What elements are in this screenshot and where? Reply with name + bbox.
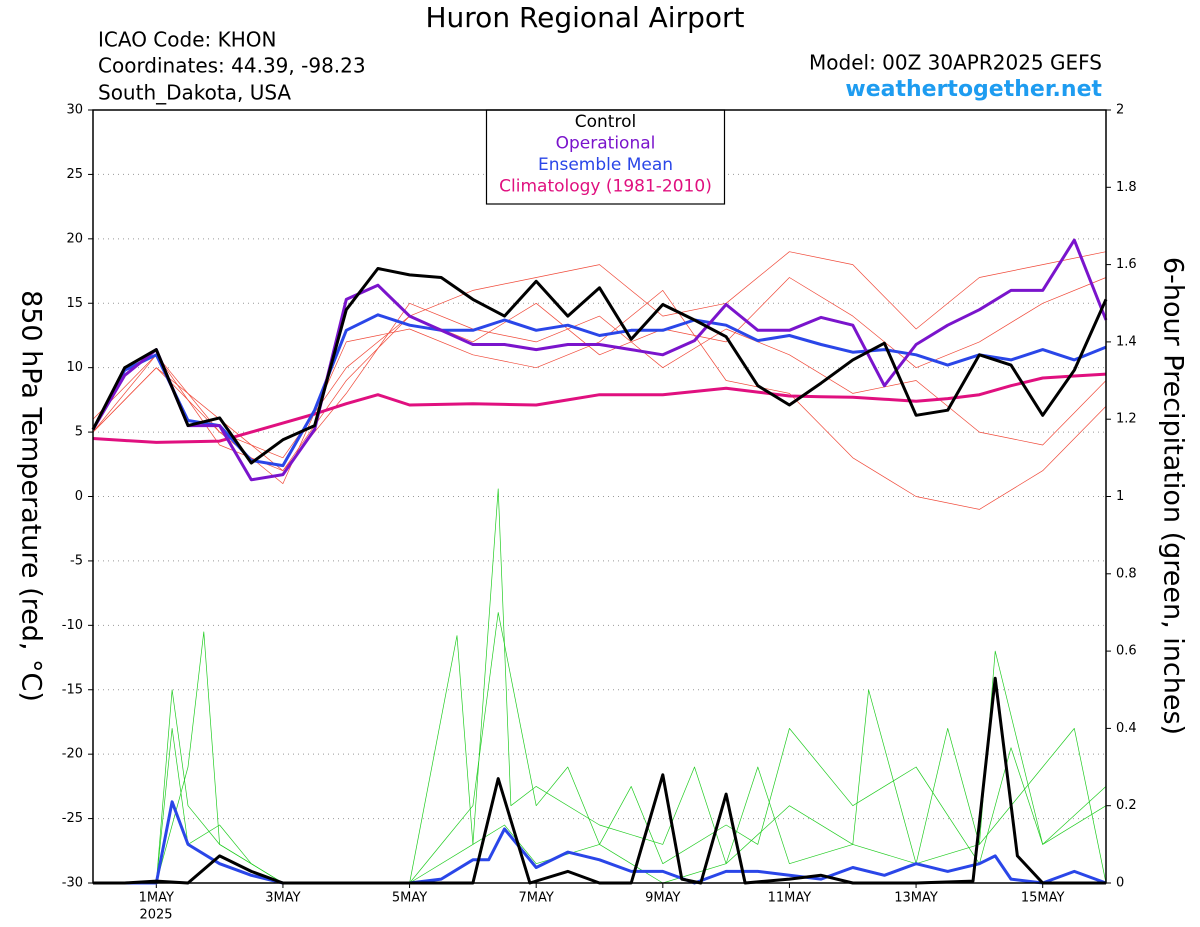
source-link: weathertogether.net <box>845 77 1102 102</box>
plot-frame <box>92 109 1107 884</box>
member-line <box>92 290 1107 510</box>
y-tick-label: -20 <box>62 747 83 762</box>
y2-tick-label: 1.8 <box>1116 180 1137 195</box>
y-axis-title: 850 hPa Temperature (red, °C) <box>16 290 47 702</box>
member-line <box>92 251 1107 472</box>
y2-tick-label: 0.4 <box>1116 721 1137 736</box>
legend-entry: Climatology (1981-2010) <box>499 177 712 197</box>
y-tick-label: 15 <box>66 296 83 311</box>
series-line <box>91 313 1107 468</box>
y-tick-label: 30 <box>66 103 83 118</box>
y-tick-label: 5 <box>75 425 83 440</box>
precip-line <box>93 635 1107 884</box>
station-info: South_Dakota, USA <box>98 81 291 105</box>
y2-tick-label: 1.2 <box>1116 412 1137 427</box>
series-line <box>91 238 1108 482</box>
y-tick-label: -30 <box>62 876 83 891</box>
member-line <box>92 277 1107 459</box>
y2-tick-label: 0.2 <box>1116 798 1137 813</box>
station-info: Coordinates: 44.39, -98.23 <box>98 54 366 78</box>
x-tick-label: 15MAY <box>1021 891 1065 906</box>
series-line <box>91 267 1108 465</box>
y2-tick-label: 1 <box>1116 489 1124 504</box>
y-tick-label: 0 <box>75 489 83 504</box>
chart-title: Huron Regional Airport <box>425 1 744 34</box>
plot-area: 302520151050-5-10-15-20-25-3021.81.61.41… <box>62 103 1137 906</box>
legend-entry: Ensemble Mean <box>538 155 673 175</box>
y-tick-label: 25 <box>66 167 83 182</box>
legend-entry: Operational <box>556 134 656 154</box>
y-tick-label: -25 <box>62 811 83 826</box>
y2-axis-title: 6-hour Precipitation (green, inches) <box>1158 257 1189 735</box>
y-tick-label: -5 <box>70 553 83 568</box>
precip-line <box>93 800 1107 885</box>
y-tick-label: 20 <box>66 231 83 246</box>
y2-tick-label: 0.6 <box>1116 644 1137 659</box>
y-tick-label: -10 <box>62 618 83 633</box>
x-tick-label: 9MAY <box>645 891 680 906</box>
x-tick-label: 3MAY <box>265 891 300 906</box>
x-tick-label: 5MAY <box>392 891 427 906</box>
y2-tick-label: 2 <box>1116 103 1124 118</box>
y2-tick-label: 1.6 <box>1116 257 1137 272</box>
x-tick-label: 11MAY <box>768 891 812 906</box>
precip-line <box>93 488 1107 884</box>
x-year-label: 2025 <box>139 908 172 923</box>
station-info: ICAO Code: KHON <box>98 28 276 52</box>
x-tick-label: 1MAY <box>139 891 174 906</box>
x-tick-label: 13MAY <box>894 891 938 906</box>
y2-tick-label: 1.4 <box>1116 334 1137 349</box>
legend-entry: Control <box>575 112 636 132</box>
y-tick-label: -15 <box>62 682 83 697</box>
precip-line <box>93 612 1107 884</box>
y2-tick-label: 0 <box>1116 876 1124 891</box>
series-line <box>92 372 1107 444</box>
model-info: Model: 00Z 30APR2025 GEFS <box>809 51 1102 75</box>
y2-tick-label: 0.8 <box>1116 566 1137 581</box>
x-tick-label: 7MAY <box>519 891 554 906</box>
member-line <box>92 302 1107 472</box>
y-tick-label: 10 <box>66 360 83 375</box>
